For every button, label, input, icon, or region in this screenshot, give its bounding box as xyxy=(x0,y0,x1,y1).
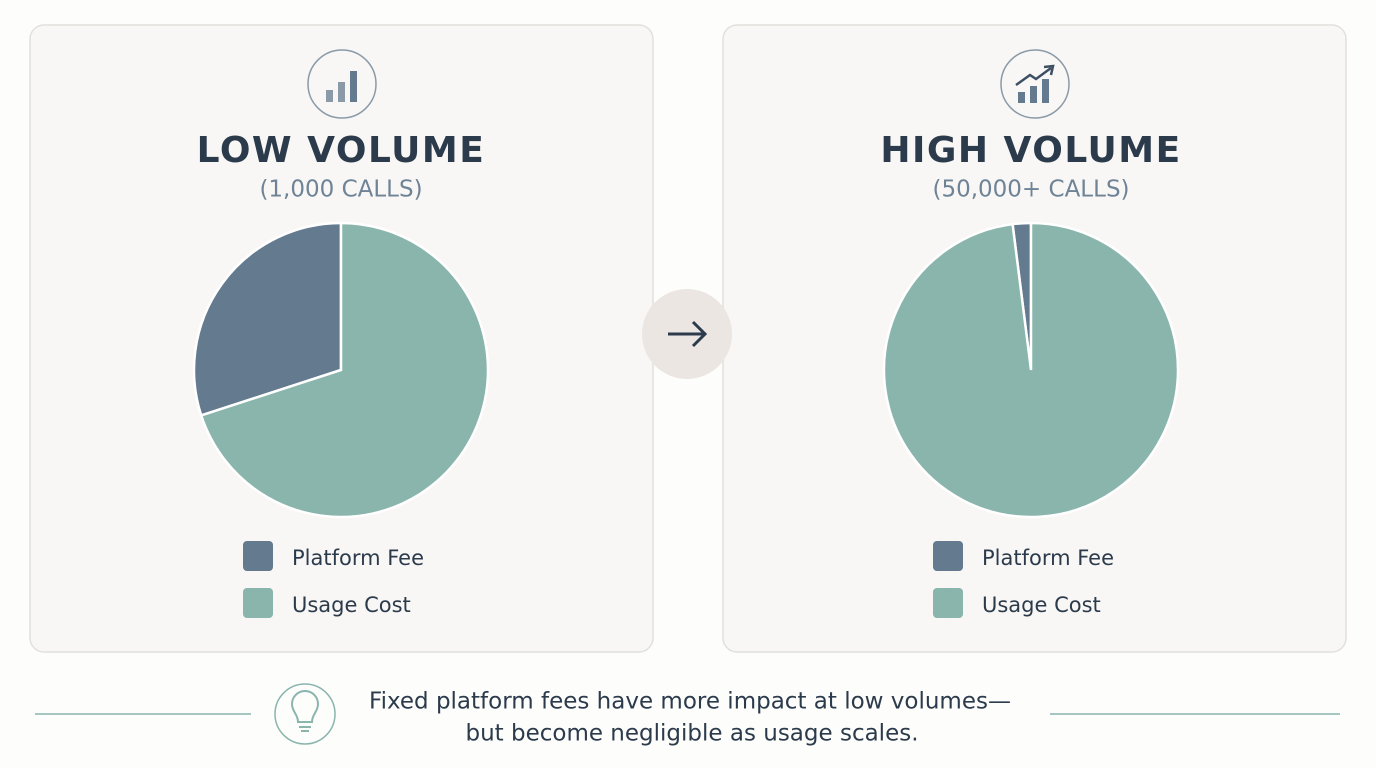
legend-swatch xyxy=(243,588,273,618)
arrow-badge xyxy=(642,289,732,379)
legend-label: Platform Fee xyxy=(982,546,1114,570)
legend-swatch xyxy=(243,541,273,571)
bar-icon xyxy=(307,49,377,119)
pie-slice xyxy=(192,221,343,418)
chart-subtitle: (50,000+ CALLS) xyxy=(932,177,1129,203)
chart-subtitle: (1,000 CALLS) xyxy=(259,177,422,203)
footer-text: Fixed platform fees have more impact at … xyxy=(369,689,1011,715)
legend-label: Usage Cost xyxy=(982,593,1101,617)
bulb-icon xyxy=(274,683,336,745)
legend-swatch xyxy=(933,588,963,618)
growth-icon xyxy=(1000,49,1070,119)
footer-text: but become negligible as usage scales. xyxy=(465,721,918,747)
chart-title: HIGH VOLUME xyxy=(880,130,1181,171)
pie-slice xyxy=(199,221,490,519)
legend-swatch xyxy=(933,541,963,571)
pie-slice xyxy=(882,221,1180,519)
legend-label: Platform Fee xyxy=(292,546,424,570)
legend-label: Usage Cost xyxy=(292,593,411,617)
chart-title: LOW VOLUME xyxy=(197,130,486,171)
